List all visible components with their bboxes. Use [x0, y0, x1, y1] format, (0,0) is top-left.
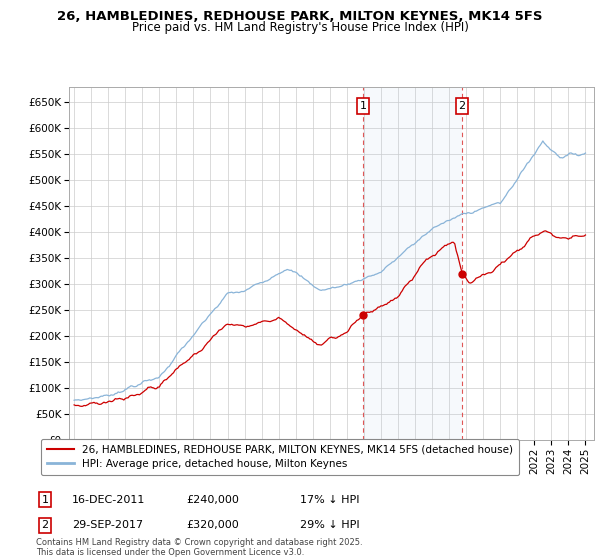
Text: Contains HM Land Registry data © Crown copyright and database right 2025.
This d: Contains HM Land Registry data © Crown c…: [36, 538, 362, 557]
Text: 29% ↓ HPI: 29% ↓ HPI: [300, 520, 359, 530]
Bar: [363, 87, 462, 440]
Text: 2: 2: [458, 101, 466, 111]
Text: £320,000: £320,000: [186, 520, 239, 530]
Text: Price paid vs. HM Land Registry's House Price Index (HPI): Price paid vs. HM Land Registry's House …: [131, 21, 469, 34]
Text: 1: 1: [360, 101, 367, 111]
Text: 29-SEP-2017: 29-SEP-2017: [72, 520, 143, 530]
Text: 2: 2: [41, 520, 49, 530]
Text: 16-DEC-2011: 16-DEC-2011: [72, 494, 145, 505]
Text: £240,000: £240,000: [186, 494, 239, 505]
Legend: 26, HAMBLEDINES, REDHOUSE PARK, MILTON KEYNES, MK14 5FS (detached house), HPI: A: 26, HAMBLEDINES, REDHOUSE PARK, MILTON K…: [41, 438, 519, 475]
Text: 1: 1: [41, 494, 49, 505]
Text: 17% ↓ HPI: 17% ↓ HPI: [300, 494, 359, 505]
Text: 26, HAMBLEDINES, REDHOUSE PARK, MILTON KEYNES, MK14 5FS: 26, HAMBLEDINES, REDHOUSE PARK, MILTON K…: [57, 10, 543, 23]
